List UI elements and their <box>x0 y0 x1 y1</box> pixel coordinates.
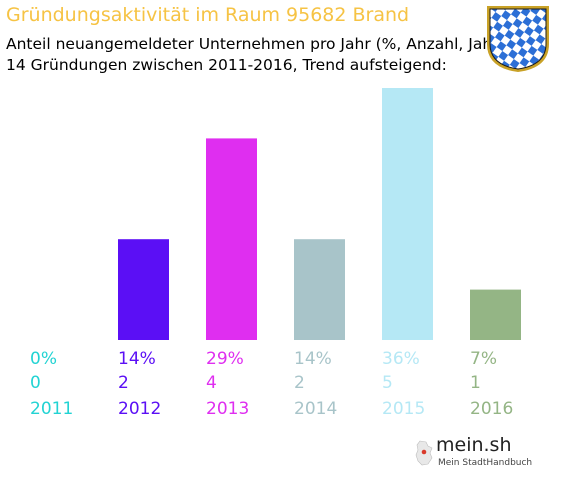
bar-2015 <box>382 88 433 340</box>
logo-text: mein.sh <box>436 434 512 456</box>
bavaria-coat-of-arms-icon <box>487 6 549 72</box>
percent-label-2012: 14% <box>118 349 156 369</box>
bar-2016 <box>470 289 521 340</box>
bar-2013 <box>206 138 257 340</box>
count-label-2012: 2 <box>118 373 129 393</box>
mein-sh-logo: mein.sh Mein StadtHandbuch <box>414 432 534 476</box>
year-tick-label-2015: 2015 <box>382 399 425 419</box>
year-tick-label-2013: 2013 <box>206 399 249 419</box>
year-tick-label-2014: 2014 <box>294 399 337 419</box>
logo-subtext: Mein StadtHandbuch <box>438 458 533 468</box>
year-tick-label-2016: 2016 <box>470 399 513 419</box>
percent-label-2016: 7% <box>470 349 497 369</box>
percent-label-2013: 29% <box>206 349 244 369</box>
chart-title: Gründungsaktivität im Raum 95682 Brand <box>6 4 410 26</box>
percent-label-2015: 36% <box>382 349 420 369</box>
bar-2012 <box>118 239 169 340</box>
count-label-2015: 5 <box>382 373 393 393</box>
count-label-2011: 0 <box>30 373 41 393</box>
bar-2014 <box>294 239 345 340</box>
year-tick-label-2012: 2012 <box>118 399 161 419</box>
germany-map-icon <box>415 440 433 466</box>
chart-subtitle-line-2: 14 Gründungen zwischen 2011-2016, Trend … <box>6 56 447 74</box>
percent-label-2014: 14% <box>294 349 332 369</box>
count-label-2014: 2 <box>294 373 305 393</box>
year-tick-label-2011: 2011 <box>30 399 73 419</box>
chart-subtitle-line-1: Anteil neuangemeldeter Unternehmen pro J… <box>6 35 505 53</box>
count-label-2013: 4 <box>206 373 217 393</box>
count-label-2016: 1 <box>470 373 481 393</box>
percent-label-2011: 0% <box>30 349 57 369</box>
